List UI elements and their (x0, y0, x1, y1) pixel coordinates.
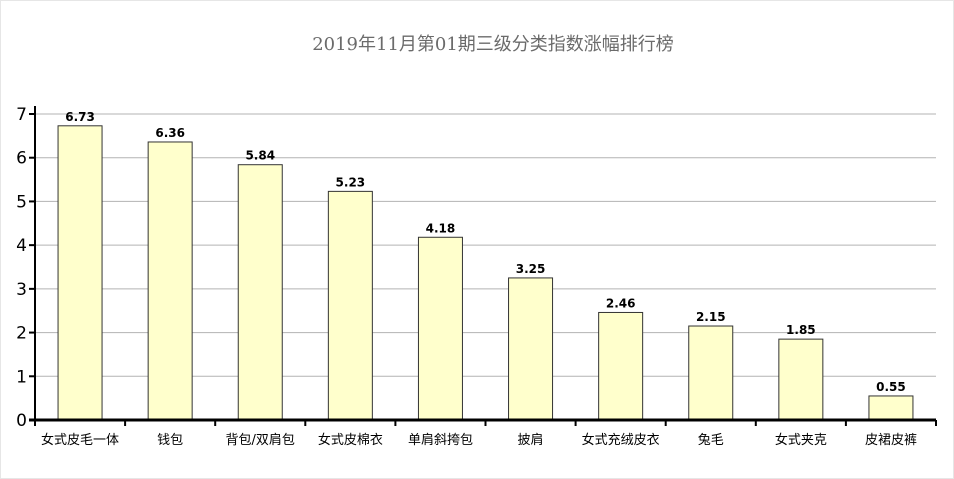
bar (237, 164, 283, 421)
x-tick-label: 披肩 (518, 432, 544, 448)
axes: 0 1 2 3 4 5 6 7 女式皮毛一体 钱包 背包/双肩包 女式皮棉衣 单肩斜挎包 披肩 女式充绒皮衣… (16, 105, 937, 448)
chart-title: 2019年11月第01期三级分类指数涨幅排行榜 (312, 34, 674, 55)
y-tick-label: 7 (16, 105, 27, 125)
bar (417, 236, 463, 421)
data-label: 5.23 (336, 175, 366, 189)
y-tick-label: 5 (16, 192, 27, 212)
bar (868, 395, 914, 421)
bars (57, 125, 914, 421)
x-tick-label: 背包/双肩包 (226, 432, 295, 448)
data-label: 3.25 (516, 262, 546, 276)
data-label: 0.55 (876, 380, 906, 394)
data-label: 6.36 (155, 126, 185, 140)
y-tick-label: 1 (16, 367, 27, 387)
data-label: 2.15 (696, 310, 726, 324)
data-label: 1.85 (786, 323, 816, 337)
bar (598, 311, 644, 421)
bar (327, 190, 373, 421)
bar (508, 277, 554, 421)
data-label: 4.18 (426, 221, 456, 235)
y-tick-label: 4 (16, 236, 27, 256)
data-label: 6.73 (65, 110, 95, 124)
bar (57, 125, 103, 421)
bar (688, 325, 734, 421)
bar (778, 338, 824, 421)
x-tick-label: 女式充绒皮衣 (582, 432, 660, 448)
data-label: 5.84 (245, 149, 275, 163)
y-tick-label: 0 (16, 411, 27, 431)
x-tick-label: 单肩斜挎包 (408, 432, 473, 448)
y-tick-label: 6 (16, 149, 27, 169)
x-tick-label: 兔毛 (698, 433, 724, 448)
y-tick-label: 2 (16, 324, 27, 344)
x-tick-label: 钱包 (157, 433, 183, 448)
data-labels: 6.73 6.36 5.84 5.23 4.18 3.25 2.46 2.15 1.85 0.55 (65, 110, 906, 394)
bar (147, 141, 193, 421)
x-tick-label: 女式皮棉衣 (318, 432, 383, 448)
y-tick-label: 3 (16, 280, 27, 300)
data-label: 2.46 (606, 296, 636, 310)
x-tick-label: 皮裙皮裤 (865, 433, 917, 448)
x-tick-label: 女式皮毛一体 (41, 432, 119, 448)
x-tick-label: 女式夹克 (775, 432, 827, 448)
